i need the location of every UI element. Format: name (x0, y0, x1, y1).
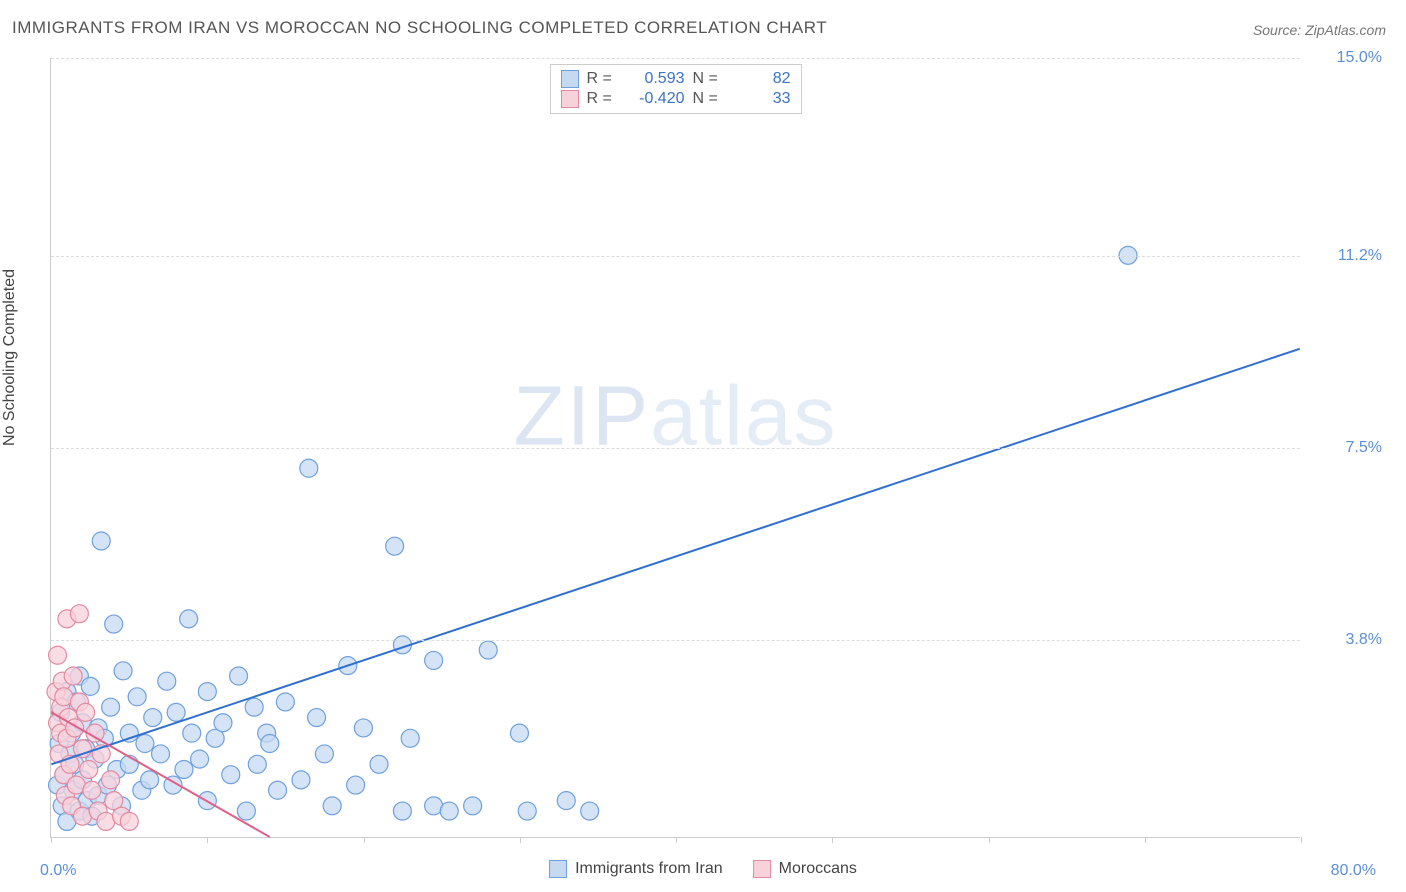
scatter-point-iran (479, 641, 497, 659)
x-tick (364, 837, 365, 843)
legend-item-moroccans: Moroccans (753, 860, 857, 878)
scatter-point-iran (510, 724, 528, 742)
scatter-point-iran (292, 771, 310, 789)
scatter-point-moroccans (102, 771, 120, 789)
swatch-blue-icon (549, 860, 567, 878)
scatter-point-iran (248, 755, 266, 773)
y-tick-label: 15.0% (1312, 49, 1382, 67)
scatter-point-iran (581, 802, 599, 820)
scatter-point-iran (175, 760, 193, 778)
scatter-point-iran (128, 688, 146, 706)
series-legend: Immigrants from Iran Moroccans (549, 860, 857, 878)
scatter-point-iran (315, 745, 333, 763)
scatter-point-moroccans (83, 781, 101, 799)
scatter-point-iran (276, 693, 294, 711)
scatter-point-moroccans (64, 667, 82, 685)
scatter-point-iran (191, 750, 209, 768)
scatter-point-iran (158, 672, 176, 690)
plot-area: ZIPatlas R = 0.593 N = 82 R = -0.420 N =… (50, 58, 1300, 838)
scatter-point-moroccans (120, 812, 138, 830)
x-axis-start-label: 0.0% (40, 862, 76, 880)
gridline (51, 448, 1300, 449)
x-tick (1145, 837, 1146, 843)
trend-line-iran (51, 349, 1299, 764)
scatter-point-iran (136, 735, 154, 753)
scatter-point-iran (144, 709, 162, 727)
scatter-point-iran (102, 698, 120, 716)
scatter-point-iran (557, 792, 575, 810)
x-tick (520, 837, 521, 843)
scatter-point-moroccans (70, 605, 88, 623)
scatter-point-iran (323, 797, 341, 815)
scatter-point-iran (401, 729, 419, 747)
scatter-point-iran (386, 537, 404, 555)
scatter-point-iran (198, 683, 216, 701)
y-tick-label: 11.2% (1312, 247, 1382, 265)
x-tick (207, 837, 208, 843)
scatter-point-moroccans (49, 646, 67, 664)
scatter-point-iran (261, 735, 279, 753)
y-tick-label: 3.8% (1312, 631, 1382, 649)
scatter-point-iran (464, 797, 482, 815)
x-axis-end-label: 80.0% (1331, 862, 1376, 880)
scatter-point-iran (152, 745, 170, 763)
scatter-point-iran (347, 776, 365, 794)
scatter-point-iran (141, 771, 159, 789)
y-tick-label: 7.5% (1312, 439, 1382, 457)
x-tick (1301, 837, 1302, 843)
scatter-point-iran (92, 532, 110, 550)
scatter-point-iran (183, 724, 201, 742)
scatter-point-iran (354, 719, 372, 737)
scatter-point-moroccans (80, 760, 98, 778)
scatter-point-iran (518, 802, 536, 820)
source-attribution: Source: ZipAtlas.com (1253, 22, 1386, 38)
scatter-point-iran (237, 802, 255, 820)
scatter-point-iran (308, 709, 326, 727)
scatter-point-moroccans (77, 703, 95, 721)
legend-label-iran: Immigrants from Iran (575, 860, 723, 878)
scatter-point-iran (370, 755, 388, 773)
legend-item-iran: Immigrants from Iran (549, 860, 723, 878)
x-tick (832, 837, 833, 843)
gridline (51, 58, 1300, 59)
source-prefix: Source: (1253, 22, 1305, 38)
y-axis-title: No Schooling Completed (1, 269, 19, 446)
legend-label-moroccans: Moroccans (779, 860, 857, 878)
gridline (51, 256, 1300, 257)
scatter-point-iran (393, 802, 411, 820)
scatter-point-iran (180, 610, 198, 628)
x-tick (676, 837, 677, 843)
swatch-pink-icon (753, 860, 771, 878)
gridline (51, 640, 1300, 641)
source-name: ZipAtlas.com (1305, 22, 1386, 38)
scatter-point-iran (167, 703, 185, 721)
scatter-point-iran (425, 651, 443, 669)
scatter-point-iran (230, 667, 248, 685)
scatter-point-iran (81, 677, 99, 695)
scatter-point-iran (105, 615, 123, 633)
x-tick (51, 837, 52, 843)
scatter-point-iran (114, 662, 132, 680)
chart-title: IMMIGRANTS FROM IRAN VS MOROCCAN NO SCHO… (12, 18, 827, 38)
scatter-point-iran (300, 459, 318, 477)
x-tick (989, 837, 990, 843)
scatter-point-iran (222, 766, 240, 784)
scatter-point-iran (214, 714, 232, 732)
scatter-point-iran (245, 698, 263, 716)
scatter-point-iran (269, 781, 287, 799)
scatter-point-iran (440, 802, 458, 820)
